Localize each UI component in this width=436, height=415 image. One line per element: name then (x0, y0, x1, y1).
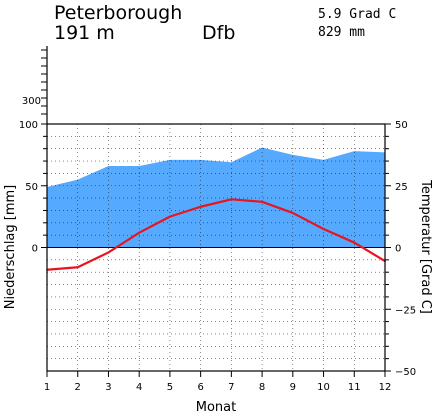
upper-left-axis: 300 (22, 46, 48, 124)
y-right-tick-label: 0 (395, 244, 401, 255)
x-tick-label: 12 (379, 382, 392, 393)
temperature-line (46, 198, 386, 271)
temperature-point (353, 241, 356, 244)
x-tick-label: 1 (44, 382, 50, 393)
x-tick-label: 9 (290, 382, 296, 393)
temperature-point (292, 212, 294, 214)
x-tick-label: 6 (197, 382, 203, 393)
annual-precipitation: 829 mm (318, 25, 365, 40)
upper-axis-tick-label: 300 (22, 96, 41, 107)
x-tick-label: 7 (228, 382, 234, 393)
y-right-tick-label: 25 (395, 182, 408, 193)
temperature-point (169, 215, 171, 218)
station-elevation: 191 m (54, 22, 115, 44)
x-tick-label: 2 (75, 382, 81, 393)
y-left-tick-label: 0 (32, 244, 38, 255)
temperature-point (322, 228, 325, 230)
climate-class: Dfb (202, 22, 235, 44)
precipitation-area-layer (47, 147, 385, 248)
y-right-tick-label: 50 (395, 120, 408, 131)
x-tick-label: 8 (259, 382, 265, 393)
x-tick-label: 5 (167, 382, 173, 393)
temperature-point (230, 198, 233, 201)
x-tick-label: 3 (105, 382, 111, 393)
x-tick-label: 11 (348, 382, 361, 393)
precipitation-area (47, 147, 385, 248)
y-left-tick-label: 50 (25, 182, 38, 193)
y-right-axis-label: Temperatur [Grad C] (418, 179, 433, 314)
temperature-point (261, 201, 263, 203)
y-left-axis-label: Niederschlag [mm] (3, 185, 18, 310)
y-right-tick-label: −50 (395, 367, 416, 378)
x-tick-label: 10 (317, 382, 330, 393)
x-axis-label: Monat (196, 400, 236, 415)
y-right-tick-label: −25 (395, 305, 416, 316)
station-name: Peterborough (54, 2, 182, 24)
temperature-point (107, 251, 110, 254)
annual-temperature: 5.9 Grad C (318, 7, 396, 22)
x-tick-label: 4 (136, 382, 142, 393)
temperature-point (138, 231, 140, 234)
temperature-point (76, 266, 79, 269)
y-left-tick-label: 100 (19, 120, 38, 131)
temperature-point (199, 205, 202, 208)
